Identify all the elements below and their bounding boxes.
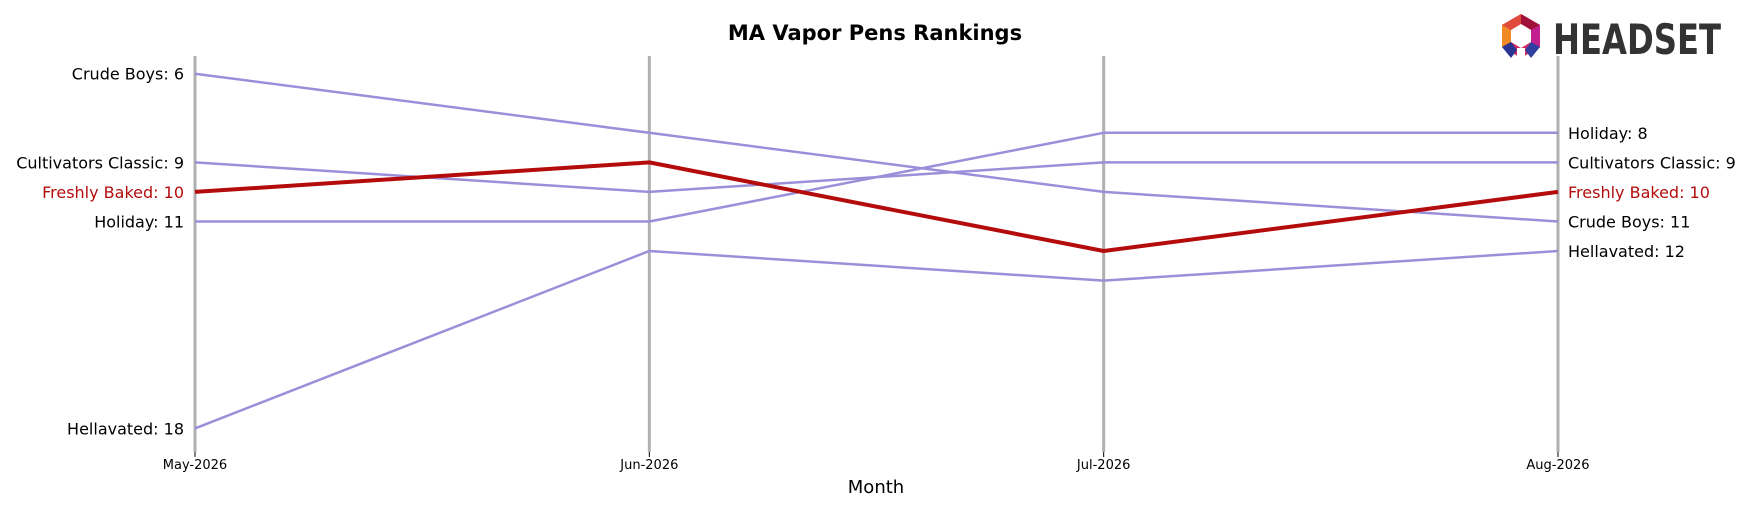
x-tick-labels: May-2026 Jun-2026 Jul-2026 Aug-2026 bbox=[163, 452, 1590, 473]
start-labels: Crude Boys: 6 Cultivators Classic: 9 Fresh… bbox=[16, 65, 184, 439]
end-labels: Crude Boys: 11 Cultivators Classic: 9 Fres… bbox=[1568, 124, 1736, 261]
x-axis-label: Month bbox=[848, 477, 904, 498]
month-axes bbox=[193, 56, 1560, 452]
x-tick-label: Jul-2026 bbox=[1076, 458, 1130, 473]
x-tick-label: May-2026 bbox=[163, 458, 227, 473]
x-tick-label: Aug-2026 bbox=[1526, 458, 1589, 473]
series-line-crude-boys bbox=[194, 72, 1559, 223]
start-label-freshly-baked: Freshly Baked: 10 bbox=[42, 183, 184, 202]
headset-logo: HEADSET bbox=[1502, 14, 1721, 64]
chart-title: MA Vapor Pens Rankings bbox=[728, 21, 1022, 45]
end-label-hellavated: Hellavated: 12 bbox=[1568, 242, 1685, 261]
series-lines bbox=[194, 72, 1559, 430]
start-label-crude-boys: Crude Boys: 6 bbox=[72, 65, 184, 84]
start-label-hellavated: Hellavated: 18 bbox=[67, 419, 184, 438]
headset-logo-icon bbox=[1502, 14, 1540, 60]
start-label-cultivators-classic: Cultivators Classic: 9 bbox=[16, 153, 184, 172]
end-label-cultivators-classic: Cultivators Classic: 9 bbox=[1568, 153, 1736, 172]
series-line-holiday bbox=[195, 131, 1558, 223]
end-label-crude-boys: Crude Boys: 11 bbox=[1568, 212, 1690, 231]
end-label-holiday: Holiday: 8 bbox=[1568, 124, 1648, 143]
end-label-freshly-baked: Freshly Baked: 10 bbox=[1568, 183, 1710, 202]
logo-text: HEADSET bbox=[1553, 15, 1721, 64]
start-label-holiday: Holiday: 11 bbox=[94, 212, 184, 231]
series-line-freshly-baked bbox=[194, 160, 1559, 253]
series-line-hellavated bbox=[194, 249, 1559, 430]
x-tick-label: Jun-2026 bbox=[619, 458, 678, 473]
